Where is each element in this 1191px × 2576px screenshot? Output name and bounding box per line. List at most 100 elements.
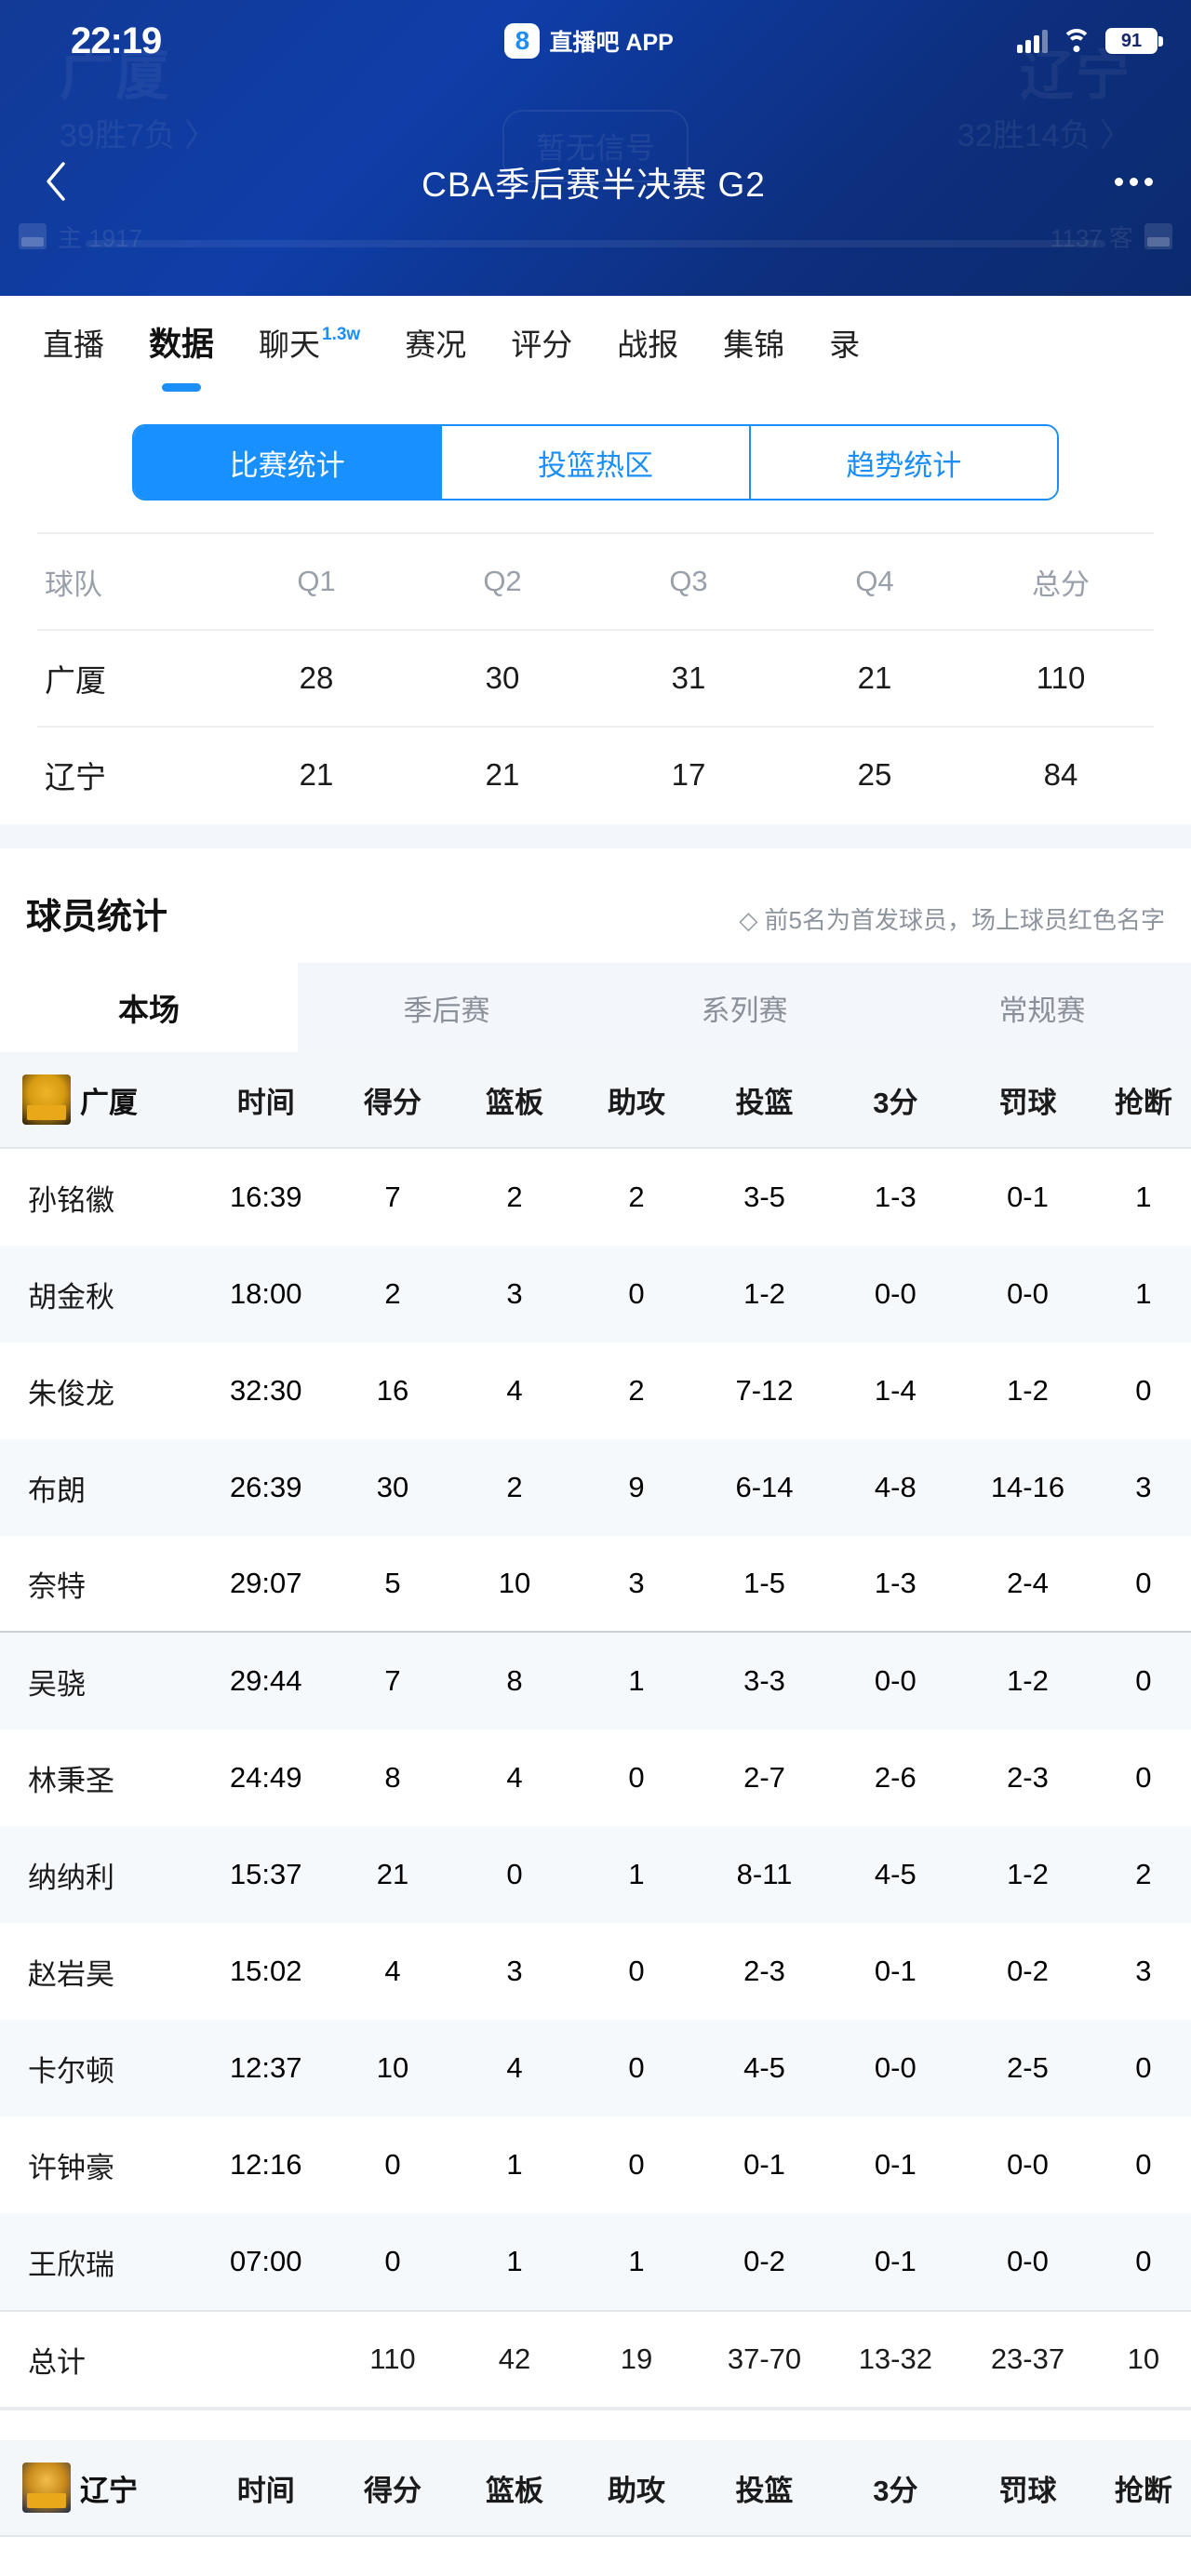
score-away-team: 辽宁 [45,760,106,794]
subtab-playoffs[interactable]: 季后赛 [298,963,596,1052]
ln-col-header-steals: 抢断 [1114,2474,1172,2507]
back-button[interactable] [28,153,84,209]
player-row-3[interactable]: 布朗 26:39 30 2 9 6-14 4-8 14-16 3 [0,1439,1191,1536]
stats-header-row-liaoning: 辽宁 时间 得分 篮板 助攻 投篮 3分 罚球 抢断 [0,2440,1191,2537]
player-row-11[interactable]: 王欣瑞 07:00 0 1 1 0-2 0-1 0-0 0 [0,2213,1191,2310]
player-row-5[interactable]: 吴骁 29:44 7 8 1 3-3 0-0 1-2 0 [0,1633,1191,1729]
ghost-away-vote-count: 1137 客 [1050,223,1133,252]
player-3p-8: 0-1 [874,1955,917,1987]
player-row-8[interactable]: 赵岩昊 15:02 4 3 0 2-3 0-1 0-2 3 [0,1923,1191,2020]
player-assists-11: 1 [628,2245,645,2277]
tab-shuju[interactable]: 数据 [127,321,236,392]
player-row-2[interactable]: 朱俊龙 32:30 16 4 2 7-12 1-4 1-2 0 [0,1342,1191,1439]
status-indicators: 91 [1017,28,1163,54]
tab-pingfen[interactable]: 评分 [488,321,595,375]
player-fg-9: 4-5 [743,2051,785,2084]
segment-trend-stats[interactable]: 趋势统计 [748,426,1057,499]
chat-count-badge: 1.3w [322,325,361,344]
app-watermark: 8 直播吧 APP [161,23,1017,59]
segment-trend-stats-label: 趋势统计 [846,448,962,482]
subtab-regular[interactable]: 常规赛 [893,963,1191,1052]
total-3p: 13-32 [858,2342,932,2375]
tab-liaotian[interactable]: 聊天 1.3w [236,321,382,375]
score-away-q2: 21 [485,757,520,792]
player-row-9[interactable]: 卡尔顿 12:37 10 4 0 4-5 0-0 2-5 0 [0,2020,1191,2116]
player-name-10: 许钟豪 [28,2151,114,2184]
tab-jijin[interactable]: 集锦 [701,321,807,375]
tab-pingfen-label: 评分 [511,327,573,362]
player-points-7: 21 [376,1858,409,1890]
player-steals-7: 2 [1135,1858,1152,1890]
player-ft-9: 2-5 [1007,2051,1049,2084]
battery-icon: 91 [1105,28,1163,54]
score-home-total: 110 [1036,661,1086,695]
tab-saikuang[interactable]: 赛况 [382,321,488,375]
player-points-10: 0 [384,2148,401,2181]
ln-col-header-assists: 助攻 [607,2474,665,2507]
player-points-4: 5 [384,1567,401,1599]
tab-zhanbao[interactable]: 战报 [595,321,701,375]
player-name-5: 吴骁 [28,1667,86,1701]
score-row-away: 辽宁 21 21 17 25 84 [37,726,1154,822]
player-time-4: 29:07 [229,1567,302,1599]
player-name-8: 赵岩昊 [28,1957,114,1991]
player-3p-2: 1-4 [874,1374,917,1407]
player-3p-5: 0-0 [874,1664,917,1697]
player-row-0[interactable]: 孙铭徽 16:39 7 2 2 3-5 1-3 0-1 1 [0,1149,1191,1246]
player-ft-6: 2-3 [1007,1761,1049,1794]
player-row-7[interactable]: 纳纳利 15:37 21 0 1 8-11 4-5 1-2 2 [0,1826,1191,1923]
player-row-6[interactable]: 林秉圣 24:49 8 4 0 2-7 2-6 2-3 0 [0,1729,1191,1826]
more-options-button[interactable] [1104,153,1163,209]
player-fg-2: 7-12 [735,1374,794,1407]
match-header: 广厦 辽宁 39胜7负 〉 32胜14负 〉 暂无信号 主 1917 1137 … [0,0,1191,296]
player-fg-10: 0-1 [743,2148,785,2181]
player-steals-3: 3 [1135,1471,1152,1503]
player-row-4[interactable]: 奈特 29:07 5 10 3 1-5 1-3 2-4 0 [0,1536,1191,1633]
dot-2 [1129,177,1138,186]
player-time-5: 29:44 [229,1664,302,1697]
player-steals-6: 0 [1135,1761,1152,1794]
player-row-10[interactable]: 许钟豪 12:16 0 1 0 0-1 0-1 0-0 0 [0,2116,1191,2213]
wifi-icon [1061,29,1092,53]
total-points: 110 [369,2342,416,2375]
player-rebounds-8: 3 [506,1955,523,1987]
player-ft-10: 0-0 [1007,2148,1049,2181]
player-row-1[interactable]: 胡金秋 18:00 2 3 0 1-2 0-0 0-0 1 [0,1246,1191,1342]
subtab-series[interactable]: 系列赛 [596,963,893,1052]
player-assists-3: 9 [628,1471,645,1503]
player-stats-title: 球员统计 [26,898,168,937]
player-time-7: 15:37 [229,1858,302,1890]
tab-lu-label: 录 [829,327,861,362]
team-total-row-guangsha: 总计 110 42 19 37-70 13-32 23-37 10 [0,2310,1191,2407]
active-tab-underline [162,383,201,392]
total-ft: 23-37 [990,2342,1065,2375]
stats-header-row-guangsha: 广厦 时间 得分 篮板 助攻 投篮 3分 罚球 抢断 [0,1052,1191,1149]
subtab-this-game[interactable]: 本场 [0,963,298,1052]
player-stats-subtabs: 本场 季后赛 系列赛 常规赛 [0,963,1191,1052]
player-time-2: 32:30 [229,1374,302,1407]
player-ft-0: 0-1 [1007,1181,1049,1213]
player-rebounds-4: 10 [498,1567,531,1599]
player-rebounds-6: 4 [506,1761,523,1794]
col-header-steals: 抢断 [1114,1086,1172,1119]
player-3p-11: 0-1 [874,2245,917,2277]
score-header-total: 总分 [1032,567,1090,601]
battery-level: 91 [1120,30,1143,51]
player-points-6: 8 [384,1761,401,1794]
tab-zhibo[interactable]: 直播 [20,321,127,375]
subtab-regular-label: 常规赛 [998,994,1086,1027]
player-assists-9: 0 [628,2051,645,2084]
title-bar: CBA季后赛半决赛 G2 [0,144,1191,219]
segment-match-stats[interactable]: 比赛统计 [134,426,441,499]
segment-shot-chart-label: 投篮热区 [537,448,653,482]
player-name-9: 卡尔顿 [28,2054,114,2088]
player-rebounds-9: 4 [506,2051,523,2084]
segment-shot-chart[interactable]: 投篮热区 [440,426,749,499]
score-table-header: 球队 Q1 Q2 Q3 Q4 总分 [37,532,1154,629]
player-rebounds-1: 3 [506,1277,523,1310]
tab-liaotian-label: 聊天 [259,327,321,362]
player-steals-9: 0 [1135,2051,1152,2084]
tab-lu[interactable]: 录 [807,321,882,375]
top-tab-bar: 直播 数据 聊天 1.3w 赛况 评分 战报 集锦 录 [0,296,1191,400]
score-home-q4: 21 [857,661,892,695]
